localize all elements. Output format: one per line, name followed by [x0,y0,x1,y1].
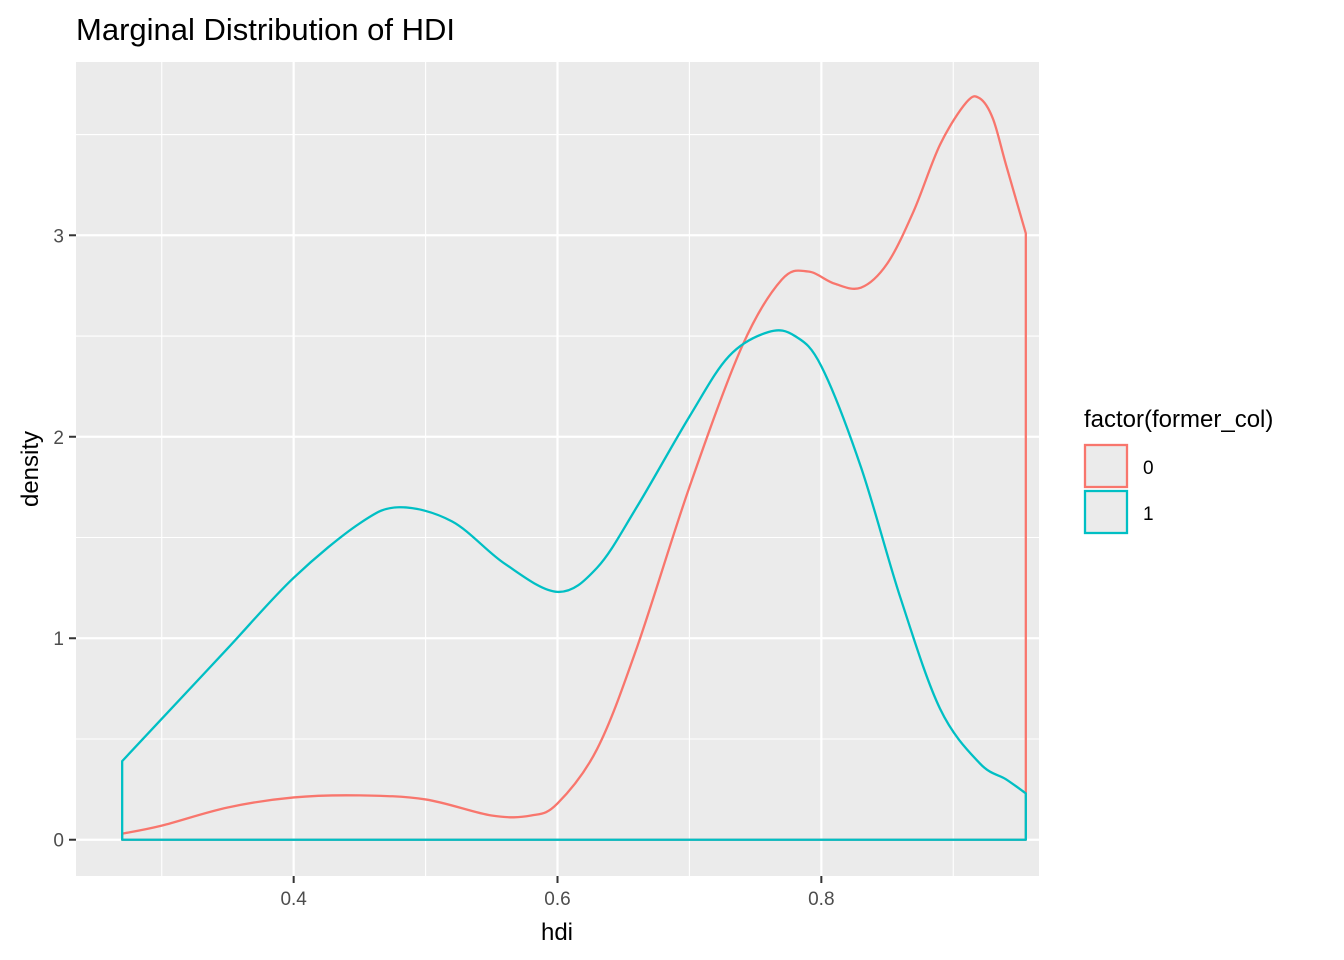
legend-key-0 [1083,443,1129,489]
y-tick-label: 1 [53,629,64,650]
x-axis-title: hdi [541,919,573,946]
y-tick-label: 2 [53,428,64,449]
x-tick-label: 0.8 [808,889,834,910]
x-tick-label: 0.6 [544,889,570,910]
y-tick-label: 3 [53,226,64,247]
legend-key-1 [1083,489,1129,535]
legend-label-1: 1 [1143,504,1154,525]
y-axis-title: density [17,431,44,507]
legend: factor(former_col) 01 [1083,406,1273,535]
axis-ticks: 0.4 0.6 0.8 0 1 2 3 [53,226,834,910]
density-curve-1 [121,329,1027,841]
chart-title: Marginal Distribution of HDI [76,12,455,47]
y-tick-label: 0 [53,831,64,852]
legend-title: factor(former_col) [1084,406,1273,433]
x-tick-label: 0.4 [280,889,307,910]
density-curves [121,95,1027,841]
density-curve-0 [121,95,1027,841]
legend-item-1: 1 [1083,489,1154,535]
grid-lines [76,62,1039,876]
legend-label-0: 0 [1143,458,1154,479]
legend-items: 01 [1083,443,1154,535]
legend-item-0: 0 [1083,443,1154,489]
